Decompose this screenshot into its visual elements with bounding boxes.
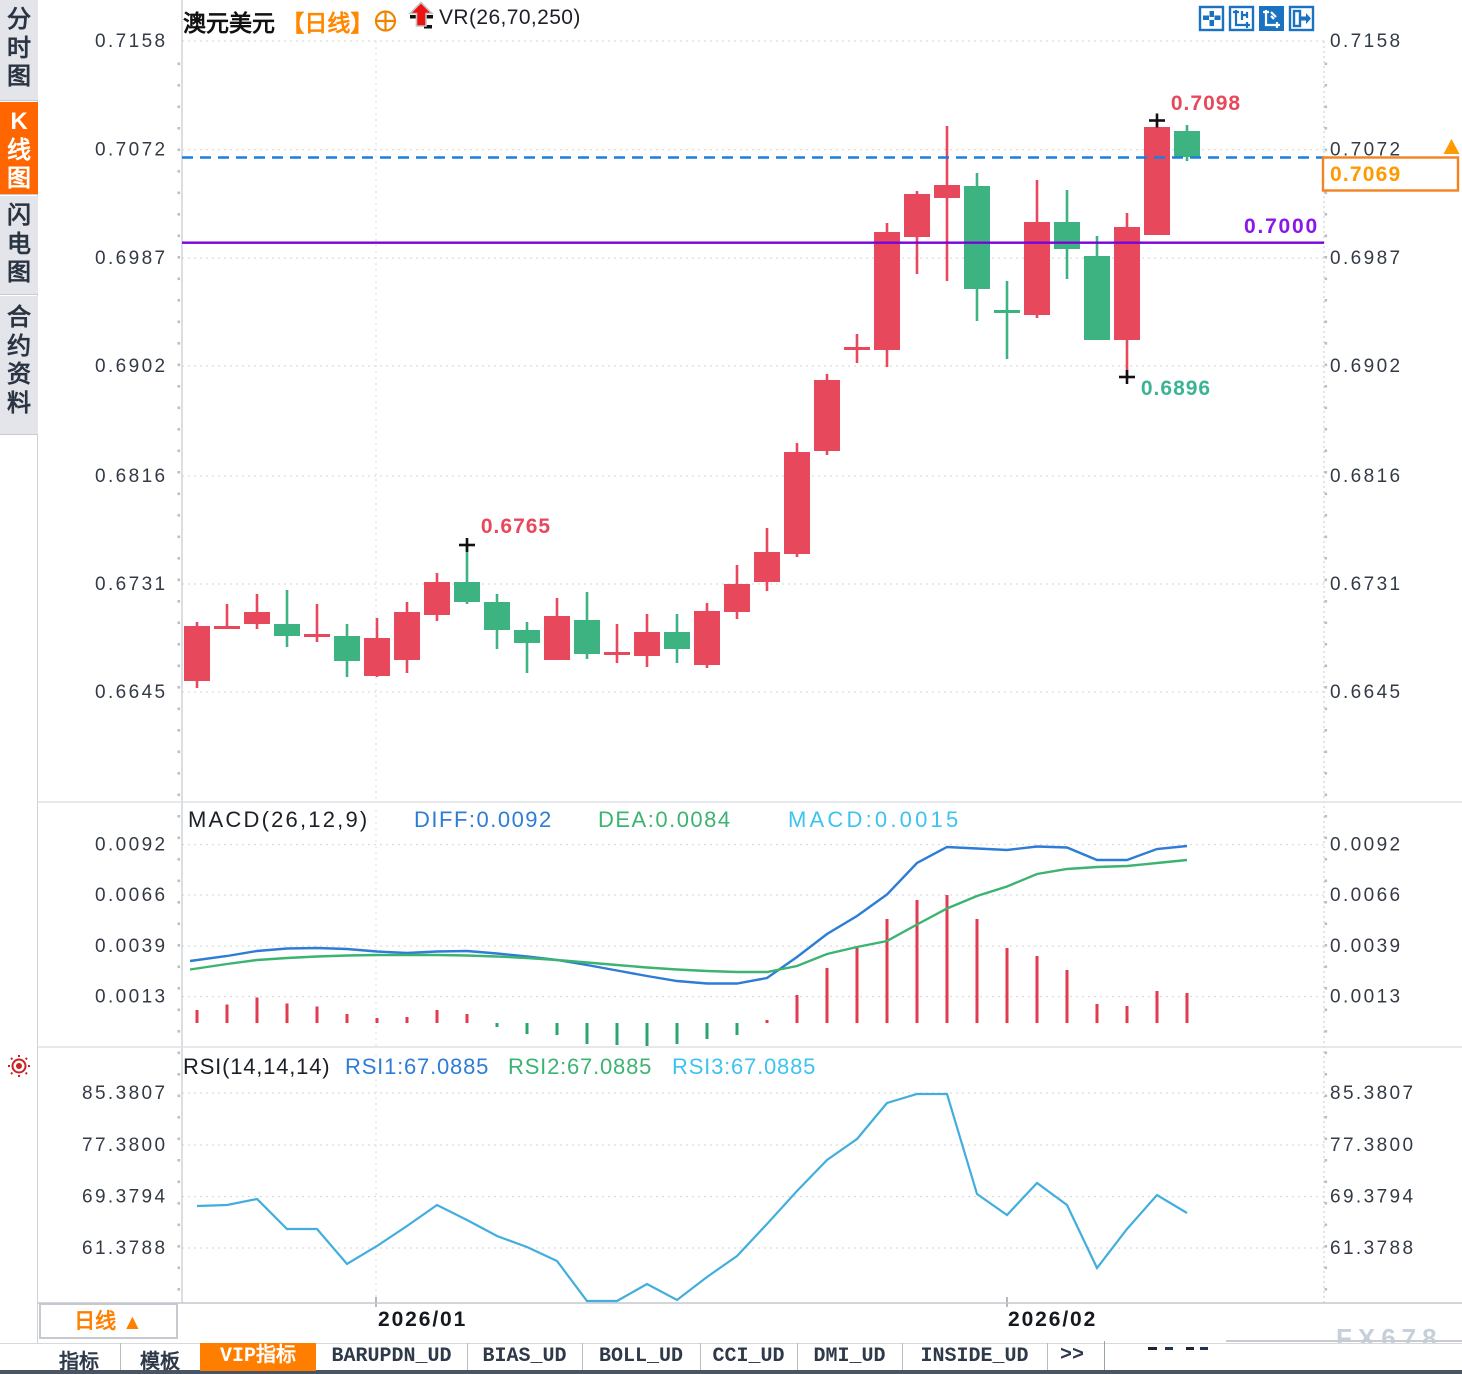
svg-text:0.6645: 0.6645	[95, 682, 168, 703]
svg-text:0.7072: 0.7072	[1330, 140, 1403, 161]
svg-text:0.6902: 0.6902	[1330, 356, 1403, 377]
svg-text:MACD(26,12,9): MACD(26,12,9)	[188, 807, 369, 832]
svg-text:61.3788: 61.3788	[1330, 1238, 1415, 1259]
svg-text:85.3807: 85.3807	[1330, 1083, 1415, 1104]
svg-text:0.6765: 0.6765	[481, 515, 551, 538]
svg-text:0.7072: 0.7072	[95, 140, 168, 161]
svg-text:MACD:0.0015: MACD:0.0015	[788, 807, 961, 832]
svg-text:0.7000: 0.7000	[1244, 215, 1319, 238]
svg-text:0.0092: 0.0092	[1330, 835, 1403, 856]
svg-text:0.0066: 0.0066	[95, 885, 168, 906]
svg-text:0.6987: 0.6987	[1330, 248, 1403, 269]
svg-text:69.3794: 69.3794	[82, 1187, 167, 1208]
svg-text:DIFF:0.0092: DIFF:0.0092	[414, 807, 553, 832]
svg-text:0.0039: 0.0039	[95, 936, 168, 957]
svg-text:DEA:0.0084: DEA:0.0084	[598, 807, 732, 832]
svg-text:77.3800: 77.3800	[1330, 1135, 1415, 1156]
svg-text:0.7158: 0.7158	[1330, 31, 1403, 52]
svg-text:85.3807: 85.3807	[82, 1083, 167, 1104]
svg-text:0.7098: 0.7098	[1171, 92, 1241, 115]
svg-text:77.3800: 77.3800	[82, 1135, 167, 1156]
svg-text:0.0039: 0.0039	[1330, 936, 1403, 957]
svg-text:RSI1:67.0885: RSI1:67.0885	[345, 1054, 489, 1079]
svg-text:0.0092: 0.0092	[95, 835, 168, 856]
svg-text:69.3794: 69.3794	[1330, 1187, 1415, 1208]
svg-text:0.6902: 0.6902	[95, 356, 168, 377]
svg-text:0.6816: 0.6816	[95, 466, 168, 487]
svg-text:0.6731: 0.6731	[1330, 574, 1403, 595]
svg-text:0.0066: 0.0066	[1330, 885, 1403, 906]
svg-text:0.6816: 0.6816	[1330, 466, 1403, 487]
svg-text:61.3788: 61.3788	[82, 1238, 167, 1259]
svg-text:0.6645: 0.6645	[1330, 682, 1403, 703]
svg-text:RSI2:67.0885: RSI2:67.0885	[508, 1054, 652, 1079]
svg-text:0.7158: 0.7158	[95, 31, 168, 52]
svg-text:0.7069: 0.7069	[1330, 163, 1401, 186]
svg-text:0.0013: 0.0013	[1330, 987, 1403, 1008]
svg-text:RSI3:67.0885: RSI3:67.0885	[672, 1054, 816, 1079]
svg-text:0.6987: 0.6987	[95, 248, 168, 269]
svg-text:0.6731: 0.6731	[95, 574, 168, 595]
svg-text:0.6896: 0.6896	[1141, 377, 1211, 400]
svg-text:0.0013: 0.0013	[95, 987, 168, 1008]
svg-text:RSI(14,14,14): RSI(14,14,14)	[183, 1054, 330, 1079]
